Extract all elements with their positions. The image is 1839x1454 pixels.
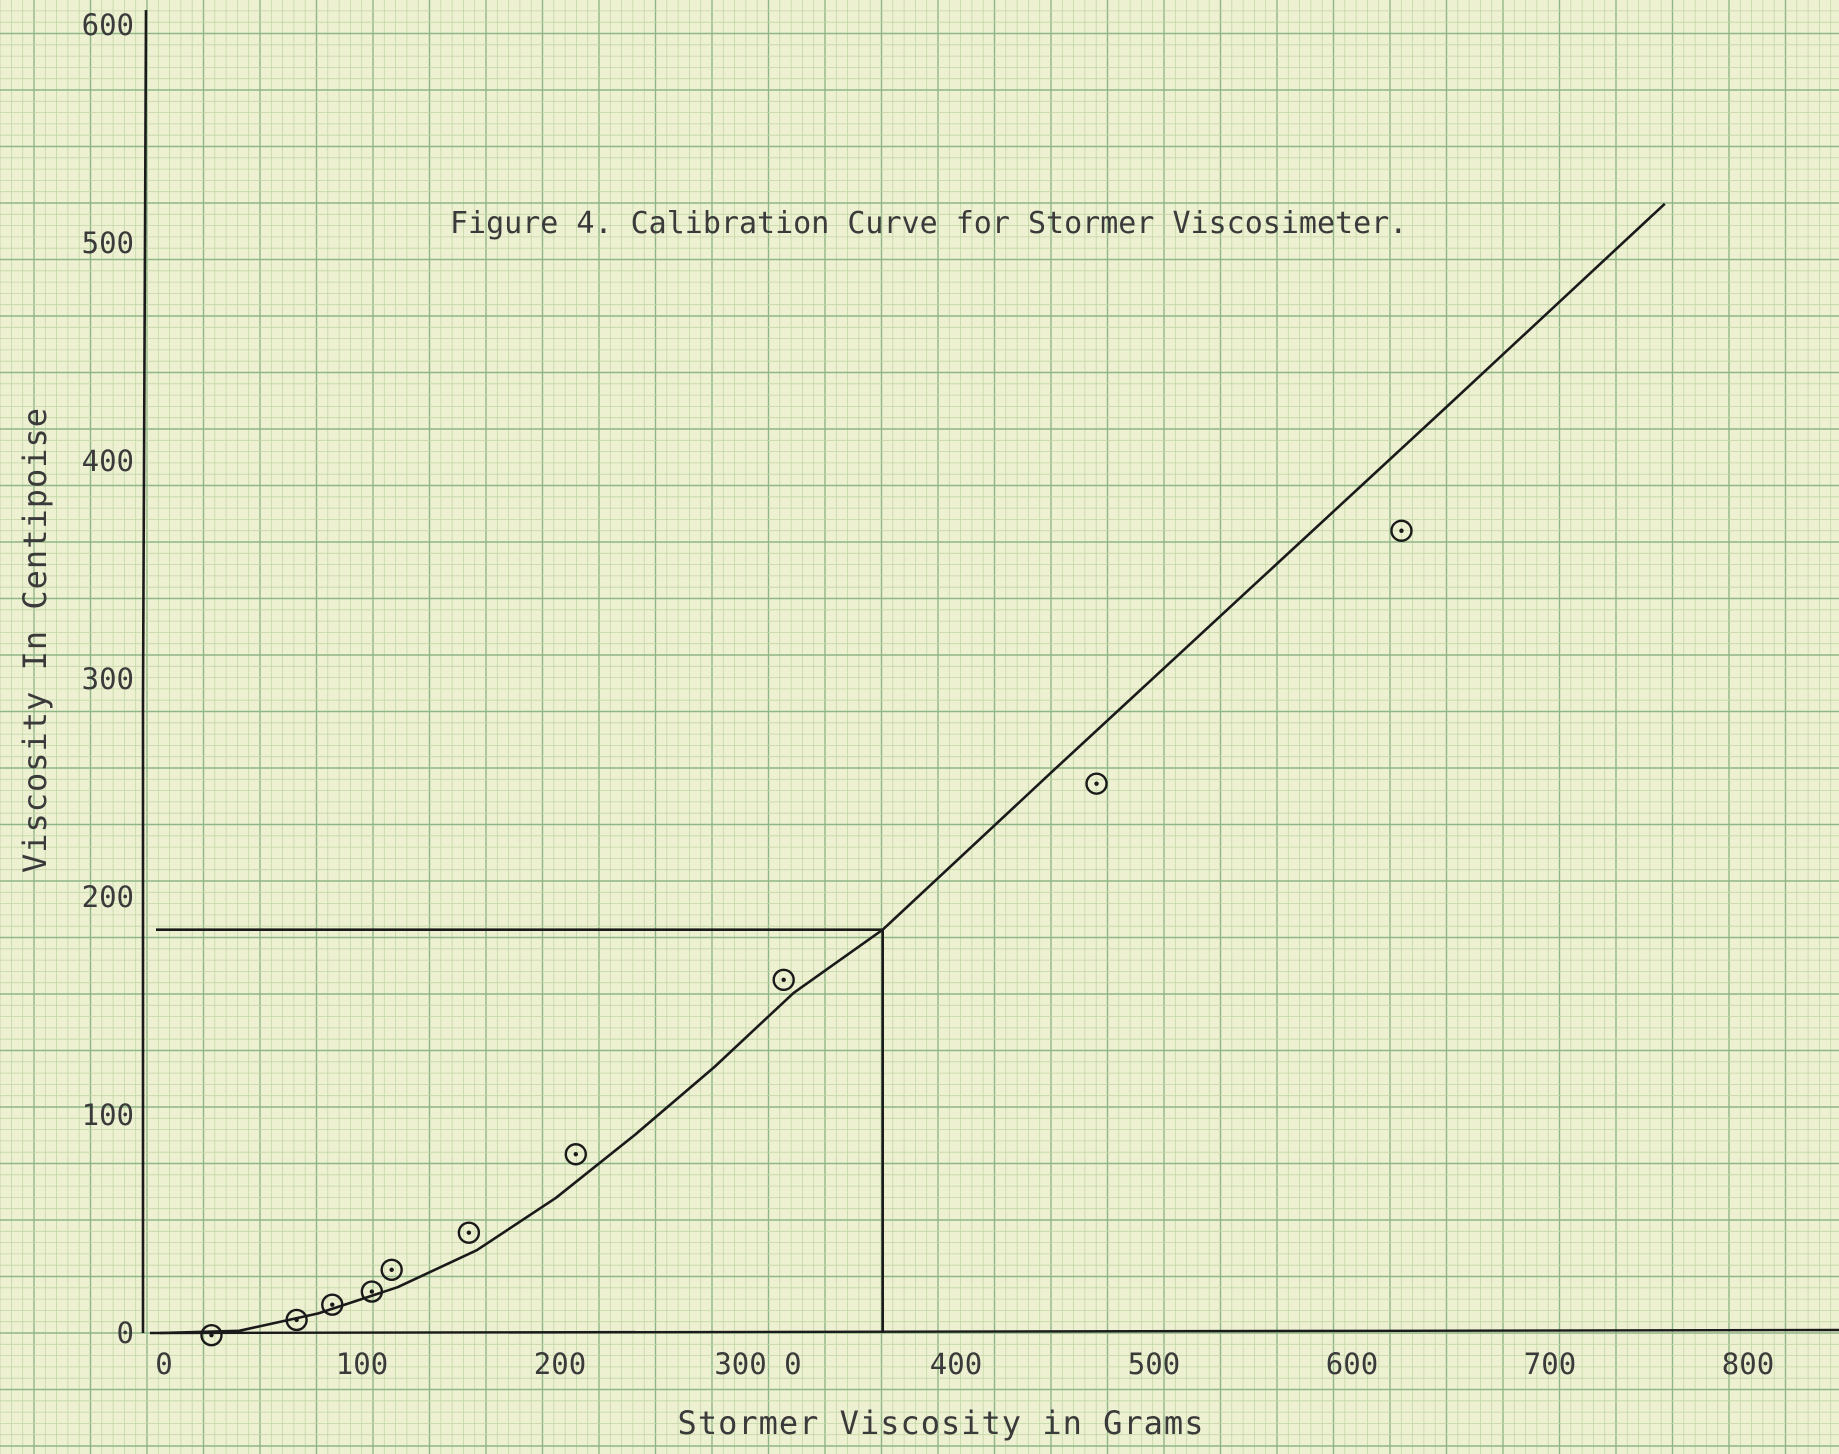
y-axis-label: Viscosity In Centipoise [16,407,54,873]
data-point [200,1323,223,1347]
calibration-curve [159,202,1666,1335]
y-tick-label: 600 [82,8,134,42]
data-point [564,1143,587,1166]
data-point-center [330,1302,335,1307]
data-point [380,1258,403,1281]
data-point-center [466,1230,472,1235]
reading-guide-lines [156,928,885,1333]
x-tick-label: 600 [1326,1347,1378,1381]
x-tick-label: 100 [336,1347,388,1381]
data-point-center [573,1152,578,1157]
x-tick-label: 300 0 [714,1347,801,1381]
data-point-center [209,1332,214,1338]
y-tick-label: 0 [117,1316,134,1350]
y-tick-label: 400 [82,444,134,478]
x-tick-label: 700 [1524,1347,1576,1381]
x-tick-label: 400 [930,1347,982,1381]
data-point [457,1221,481,1244]
data-point-center [369,1289,375,1294]
data-point-center [1399,528,1404,533]
y-tick-label: 500 [82,226,134,260]
y-tick-label: 300 [82,662,134,696]
data-point [1390,519,1413,542]
data-point-center [389,1267,394,1272]
x-tick-label: 0 [155,1347,172,1381]
data-point-center [781,977,786,983]
x-tick-label: 500 [1128,1347,1180,1381]
data-point-center [1094,781,1099,786]
y-tick-label: 200 [82,880,134,914]
chart-title: Figure 4. Calibration Curve for Stormer … [450,206,1407,241]
data-point [772,968,795,992]
y-axis-line [141,9,148,1333]
x-tick-label: 200 [534,1347,586,1381]
x-tick-label: 800 [1722,1347,1774,1381]
x-axis-label: Stormer Viscosity in Grams [678,1404,1205,1442]
tick-labels: 0 100 200 300 0 400 500 600 700 800 0 100 200 300 400… [82,8,1775,1381]
x-axis-line [149,1328,1839,1335]
y-tick-label: 100 [82,1098,134,1132]
data-point [1085,772,1108,795]
data-marks [156,202,1666,1347]
axes [141,9,1839,1335]
